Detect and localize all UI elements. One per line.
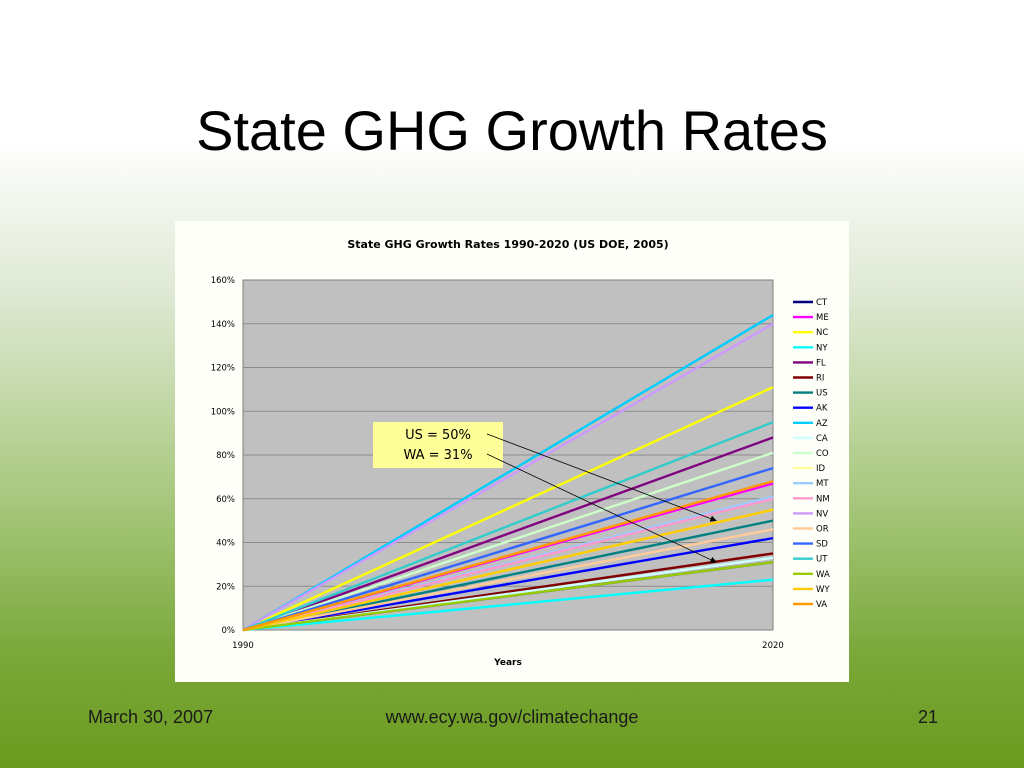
legend-label: CO [816, 449, 829, 459]
legend: CT ME NC NY FL RI US AK AZ CA CO ID MT NM NV OR SD UT WA WY… [793, 298, 830, 610]
series-line-fl [242, 436, 774, 632]
annotation-box [373, 422, 503, 468]
series-line-or [242, 528, 774, 632]
y-tick-label: 120% [211, 364, 235, 374]
annotation-line-us: US = 50% [405, 428, 471, 443]
y-tick-label: 20% [216, 582, 235, 592]
series-line-co [242, 451, 774, 632]
footer-url: www.ecy.wa.gov/climatechange [385, 707, 639, 727]
legend-label: AK [816, 404, 828, 414]
series-line-az [242, 313, 774, 632]
y-tick-label: 0% [222, 626, 236, 636]
legend-label: US [816, 389, 828, 399]
x-axis-ticks: 1990 2020 [232, 641, 784, 651]
legend-label: ME [816, 313, 829, 323]
y-tick-label: 140% [211, 320, 235, 330]
y-axis-ticks: 0% 20% 40% 60% 80% 100% 120% 140% 160% [211, 276, 235, 636]
x-axis-label: Years [493, 658, 522, 668]
slide-title: State GHG Growth Rates [196, 99, 828, 162]
legend-label: MT [816, 479, 829, 489]
y-tick-label: 60% [216, 495, 235, 505]
legend-label: CT [816, 298, 828, 308]
legend-label: NM [816, 494, 830, 504]
y-tick-label: 100% [211, 407, 235, 417]
series-line-wy [242, 508, 774, 632]
series-line-va [242, 480, 774, 632]
legend-label: NC [816, 328, 828, 338]
legend-label: WY [816, 585, 830, 595]
legend-label: WA [816, 570, 830, 580]
legend-label: RI [816, 374, 824, 384]
page-number: 21 [917, 707, 938, 727]
y-tick-label: 80% [216, 451, 235, 461]
annotation-line-wa: WA = 31% [403, 448, 472, 463]
legend-label: NY [816, 343, 828, 353]
legend-label: SD [816, 540, 828, 550]
legend-label: AZ [816, 419, 828, 429]
series-line-sd [242, 466, 774, 632]
legend-label: UT [816, 555, 828, 565]
chart-title: State GHG Growth Rates 1990-2020 (US DOE… [347, 238, 668, 251]
series-line-us [242, 519, 774, 632]
legend-label: VA [816, 600, 827, 610]
series-line-wa [242, 560, 774, 632]
legend-label: CA [816, 434, 828, 444]
line-chart: State GHG Growth Rates 1990-2020 (US DOE… [211, 238, 831, 668]
annotation-arrow-us [486, 433, 717, 522]
series-line-ny [242, 578, 774, 632]
y-tick-label: 40% [216, 539, 235, 549]
annotation-arrow-wa [486, 453, 717, 563]
series-lines [242, 313, 774, 632]
footer-date: March 30, 2007 [88, 707, 214, 727]
annotation: US = 50% WA = 31% [373, 422, 717, 563]
series-line-ak [242, 536, 774, 632]
x-tick-label: 1990 [232, 641, 254, 651]
series-line-nv [242, 322, 774, 632]
legend-label: FL [816, 358, 826, 368]
series-line-nc [242, 386, 774, 632]
series-line-nm [242, 497, 774, 632]
legend-label: OR [816, 525, 829, 535]
legend-label: ID [816, 464, 826, 474]
legend-label: NV [816, 509, 828, 519]
series-line-ut [242, 421, 774, 632]
x-tick-label: 2020 [762, 641, 784, 651]
chart-panel: State GHG Growth Rates 1990-2020 (US DOE… [175, 221, 849, 682]
y-tick-label: 160% [211, 276, 235, 286]
